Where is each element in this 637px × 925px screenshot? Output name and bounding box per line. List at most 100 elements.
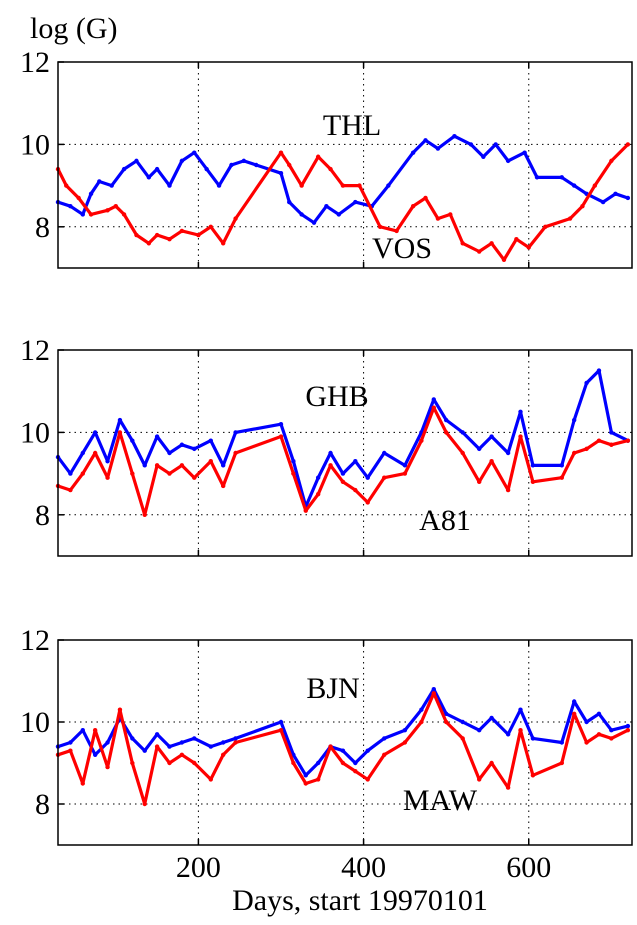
data-point xyxy=(600,199,606,205)
data-point xyxy=(179,228,185,234)
data-point xyxy=(220,740,226,745)
panel-3: 8 10 12 200 400 600 BJN MAW xyxy=(20,624,633,884)
data-point xyxy=(567,216,573,221)
data-point xyxy=(452,133,457,139)
data-point xyxy=(580,204,585,209)
data-point xyxy=(208,744,213,749)
series-line-GHB xyxy=(56,369,629,509)
data-point xyxy=(80,471,85,476)
data-point xyxy=(299,212,304,217)
data-point xyxy=(423,195,428,201)
data-point xyxy=(68,204,73,209)
data-point xyxy=(609,158,614,164)
data-point xyxy=(142,748,147,753)
data-point xyxy=(489,760,494,766)
series-line-BJN xyxy=(57,687,629,777)
data-point xyxy=(357,183,362,188)
x-tick-label: 400 xyxy=(341,851,386,884)
data-point xyxy=(443,711,449,716)
data-point xyxy=(92,752,98,757)
data-point xyxy=(154,232,160,238)
panel-1: 8 10 12 THL VOS xyxy=(20,46,633,269)
data-point xyxy=(315,492,321,497)
data-point xyxy=(489,434,494,439)
data-point xyxy=(571,183,577,188)
data-point xyxy=(254,162,259,168)
series-line-MAW xyxy=(57,691,629,806)
data-point xyxy=(571,699,577,704)
plot-frame xyxy=(57,349,633,557)
data-point xyxy=(460,736,465,741)
data-point xyxy=(142,463,147,468)
data-point xyxy=(402,471,408,476)
data-point xyxy=(287,199,292,205)
data-point xyxy=(530,463,536,468)
data-point xyxy=(220,241,226,246)
data-point xyxy=(208,459,213,464)
data-point xyxy=(530,736,536,741)
data-point xyxy=(315,777,321,782)
series-line-A81 xyxy=(57,406,629,517)
data-point xyxy=(584,719,589,725)
data-point xyxy=(92,430,98,435)
data-point xyxy=(291,760,296,766)
data-point xyxy=(192,150,197,155)
data-point xyxy=(167,760,172,766)
series-MAW xyxy=(55,691,631,807)
data-point xyxy=(477,777,482,782)
data-point xyxy=(505,487,511,493)
data-point xyxy=(291,459,296,464)
data-point xyxy=(121,212,127,217)
data-point xyxy=(192,736,197,741)
data-point xyxy=(113,204,119,209)
data-point xyxy=(353,769,358,774)
data-point xyxy=(146,241,152,246)
data-point xyxy=(208,777,213,782)
data-point xyxy=(68,740,73,745)
data-point xyxy=(179,442,185,447)
series-line-VOS xyxy=(56,143,630,262)
data-point xyxy=(489,241,494,246)
data-point xyxy=(315,475,321,480)
data-point xyxy=(518,409,523,414)
data-point xyxy=(365,748,370,753)
series-line-THL xyxy=(57,134,629,225)
data-point xyxy=(625,728,631,733)
data-point xyxy=(382,736,387,741)
data-point xyxy=(625,195,631,201)
data-point xyxy=(109,183,114,188)
data-point xyxy=(340,748,346,753)
panel-2: 8 10 12 GHB A81 xyxy=(20,334,633,557)
data-point xyxy=(419,438,424,443)
data-point xyxy=(365,777,370,782)
data-point xyxy=(68,748,73,753)
data-point xyxy=(241,158,247,164)
data-point xyxy=(291,471,296,476)
y-tick-label: 12 xyxy=(20,624,50,657)
data-point xyxy=(208,438,213,443)
data-point xyxy=(196,232,201,238)
y-tick-label: 8 xyxy=(35,499,50,532)
data-point xyxy=(419,707,424,712)
data-point xyxy=(365,500,370,505)
data-point xyxy=(340,479,346,485)
data-point xyxy=(105,208,110,213)
data-point xyxy=(80,728,85,733)
data-point xyxy=(287,162,292,168)
data-point xyxy=(142,512,147,517)
data-point xyxy=(435,216,441,221)
data-point xyxy=(460,241,465,246)
data-point xyxy=(315,154,321,159)
data-point xyxy=(328,744,333,749)
data-point xyxy=(596,438,602,443)
data-point xyxy=(481,154,486,159)
data-point xyxy=(303,508,308,513)
data-point xyxy=(208,224,213,229)
data-point xyxy=(328,166,333,172)
data-point xyxy=(431,397,436,402)
data-point xyxy=(489,459,494,464)
data-point xyxy=(493,142,498,147)
data-point xyxy=(303,781,308,786)
data-point xyxy=(353,459,358,464)
data-point xyxy=(431,691,436,696)
